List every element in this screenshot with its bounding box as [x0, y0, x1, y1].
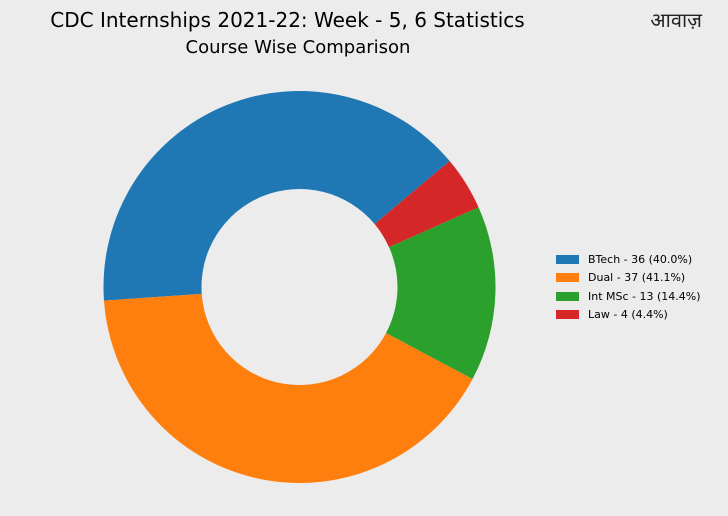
legend-label: BTech - 36 (40.0%) — [588, 252, 693, 266]
legend-swatch — [556, 254, 579, 264]
chart-subtitle: Course Wise Comparison — [185, 37, 411, 58]
logo: आवाज़ — [650, 8, 702, 32]
legend-swatch — [556, 273, 579, 283]
legend-label: Law - 4 (4.4%) — [588, 308, 668, 322]
legend-swatch — [556, 310, 579, 320]
legend-label: Int MSc - 13 (14.4%) — [588, 289, 701, 303]
legend-item-btech: BTech - 36 (40.0%) — [556, 250, 701, 269]
legend-item-int-msc: Int MSc - 13 (14.4%) — [556, 287, 701, 306]
chart-title: CDC Internships 2021-22: Week - 5, 6 Sta… — [50, 8, 525, 32]
slice-btech — [103, 91, 450, 301]
legend-item-dual: Dual - 37 (41.1%) — [556, 269, 701, 288]
legend-swatch — [556, 291, 579, 301]
legend-item-law: Law - 4 (4.4%) — [556, 306, 701, 325]
slice-int-msc — [386, 207, 496, 380]
slice-law — [374, 161, 479, 248]
legend-label: Dual - 37 (41.1%) — [588, 271, 686, 285]
slice-dual — [103, 293, 473, 483]
legend: BTech - 36 (40.0%) Dual - 37 (41.1%) Int M… — [556, 250, 701, 324]
